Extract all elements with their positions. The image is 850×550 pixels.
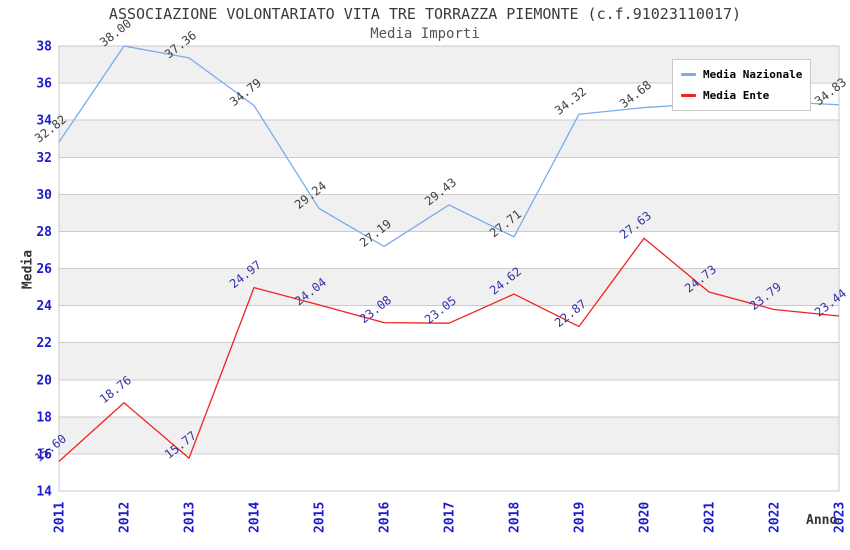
x-tick-label: 2016 bbox=[378, 502, 393, 533]
y-tick-label: 34 bbox=[36, 114, 52, 129]
legend-line-swatch-icon bbox=[681, 94, 696, 98]
plot-band bbox=[59, 416, 839, 454]
legend-label: Media Nazionale bbox=[703, 68, 803, 81]
x-tick-label: 2011 bbox=[53, 502, 68, 533]
legend: Media Nazionale Media Ente bbox=[672, 59, 812, 112]
y-tick-label: 32 bbox=[36, 151, 52, 166]
y-tick-label: 14 bbox=[36, 485, 52, 500]
x-tick-label: 2017 bbox=[443, 502, 458, 533]
x-tick-label: 2013 bbox=[183, 502, 198, 533]
x-tick-label: 2012 bbox=[118, 502, 133, 533]
series-line-media-ente bbox=[58, 237, 840, 462]
plot-band bbox=[59, 194, 839, 232]
x-axis-title: Anno bbox=[806, 513, 838, 528]
data-point-label: 38.00 bbox=[97, 16, 134, 49]
x-tick-label: 2018 bbox=[508, 502, 523, 533]
y-tick-label: 28 bbox=[36, 225, 52, 240]
plot-band bbox=[59, 305, 839, 343]
y-tick-label: 38 bbox=[36, 40, 52, 55]
x-tick-label: 2020 bbox=[638, 502, 653, 533]
plot-border bbox=[58, 45, 840, 492]
legend-item-media-ente: Media Ente bbox=[681, 89, 802, 102]
plot-band bbox=[59, 120, 839, 158]
y-tick-label: 20 bbox=[36, 373, 52, 388]
x-tick-label: 2021 bbox=[703, 502, 718, 533]
legend-item-media-nazionale: Media Nazionale bbox=[681, 68, 802, 81]
chart-subtitle: Media Importi bbox=[370, 26, 480, 42]
plot-band bbox=[59, 342, 839, 380]
y-tick-label: 18 bbox=[36, 410, 52, 425]
plot-band bbox=[59, 268, 839, 306]
plot-band bbox=[59, 157, 839, 195]
y-tick-label: 36 bbox=[36, 77, 52, 92]
x-tick-label: 2022 bbox=[768, 502, 783, 533]
x-tick-label: 2023 bbox=[833, 502, 848, 533]
y-tick-label: 24 bbox=[36, 299, 52, 314]
y-tick-label: 16 bbox=[36, 447, 52, 462]
x-tick-label: 2015 bbox=[313, 502, 328, 533]
x-tick-label: 2019 bbox=[573, 502, 588, 533]
y-tick-label: 22 bbox=[36, 336, 52, 351]
y-tick-label: 30 bbox=[36, 188, 52, 203]
y-axis-title: Media bbox=[20, 249, 36, 290]
plot-band bbox=[59, 231, 839, 269]
chart-title: ASSOCIAZIONE VOLONTARIATO VITA TRE TORRA… bbox=[108, 5, 742, 23]
plot-band bbox=[59, 379, 839, 417]
legend-label: Media Ente bbox=[703, 89, 770, 103]
x-tick-label: 2014 bbox=[248, 502, 263, 533]
y-tick-label: 26 bbox=[36, 262, 52, 277]
plot-band bbox=[59, 453, 839, 491]
legend-line-swatch-icon bbox=[681, 73, 696, 77]
